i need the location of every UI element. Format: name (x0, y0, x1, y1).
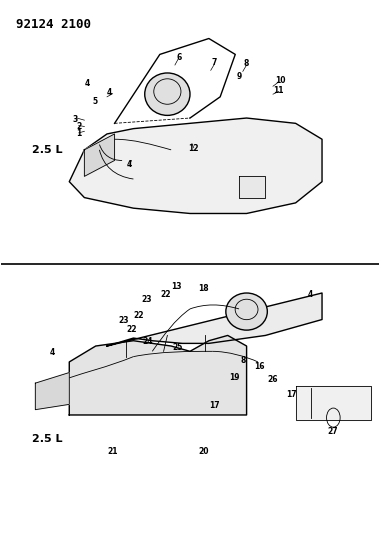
Polygon shape (239, 176, 266, 198)
Text: 8: 8 (244, 60, 249, 68)
Text: 12: 12 (188, 144, 199, 154)
Text: 4: 4 (85, 79, 90, 88)
Text: 13: 13 (171, 282, 182, 291)
Text: 22: 22 (160, 289, 171, 298)
Text: 22: 22 (126, 325, 137, 334)
Text: 17: 17 (286, 390, 296, 399)
Text: 19: 19 (229, 373, 240, 382)
Text: 4: 4 (127, 160, 132, 168)
Text: 16: 16 (255, 362, 265, 370)
Text: 20: 20 (198, 447, 209, 456)
Ellipse shape (226, 293, 268, 330)
Polygon shape (107, 293, 322, 346)
Text: 25: 25 (173, 343, 183, 352)
Text: 5: 5 (92, 96, 98, 106)
Text: 2.5 L: 2.5 L (32, 145, 62, 155)
Text: 92124 2100: 92124 2100 (16, 18, 92, 31)
Text: 1: 1 (76, 130, 81, 139)
Polygon shape (84, 134, 114, 176)
Text: 18: 18 (198, 284, 209, 293)
Text: 6: 6 (176, 53, 181, 62)
Text: 26: 26 (267, 375, 277, 384)
Text: 4: 4 (106, 88, 111, 97)
Text: 23: 23 (141, 295, 152, 304)
Text: 10: 10 (275, 76, 286, 85)
Polygon shape (69, 335, 247, 415)
Text: 17: 17 (209, 401, 220, 410)
Text: 9: 9 (236, 72, 242, 81)
Text: 22: 22 (134, 311, 144, 320)
Text: 2: 2 (76, 122, 81, 131)
Text: 7: 7 (212, 59, 217, 67)
Text: 4: 4 (50, 348, 55, 357)
Ellipse shape (145, 73, 190, 115)
Text: 11: 11 (273, 86, 284, 95)
Text: 27: 27 (327, 427, 338, 437)
Polygon shape (69, 118, 322, 214)
Text: 3: 3 (72, 115, 78, 124)
Polygon shape (296, 386, 371, 420)
Text: 8: 8 (240, 357, 245, 366)
Polygon shape (35, 373, 69, 410)
Text: 4: 4 (308, 289, 313, 298)
Text: 23: 23 (119, 316, 129, 325)
Text: 24: 24 (142, 337, 153, 346)
Text: 21: 21 (108, 447, 118, 456)
Text: 2.5 L: 2.5 L (32, 434, 62, 444)
